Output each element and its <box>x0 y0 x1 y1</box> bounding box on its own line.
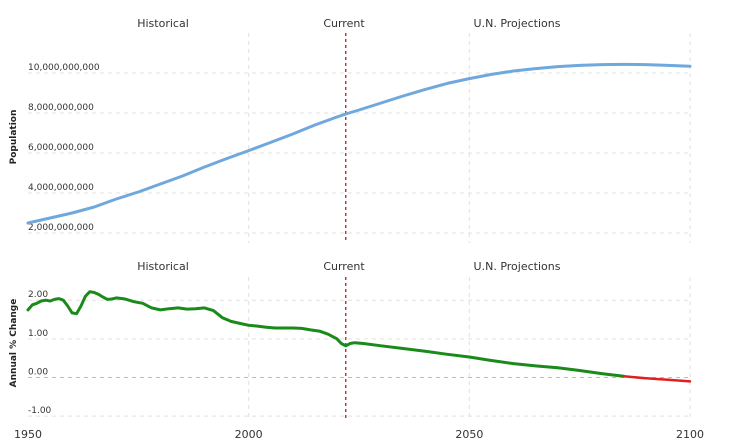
section-label-current-top: Current <box>323 17 365 30</box>
section-label-projections-bottom: U.N. Projections <box>474 260 561 273</box>
growth-axis-label: Annual % Change <box>9 299 19 388</box>
growth-ytick-label: 1.00 <box>28 329 48 339</box>
population-axis-label: Population <box>9 110 19 165</box>
population-ytick-label: 2,000,000,000 <box>28 223 94 233</box>
population-ytick-label: 8,000,000,000 <box>28 103 94 113</box>
x-tick-label: 2000 <box>235 428 263 441</box>
population-line <box>26 62 692 225</box>
x-tick-label: 2100 <box>676 428 704 441</box>
section-label-historical-bottom: Historical <box>137 260 189 273</box>
section-label-current-bottom: Current <box>323 260 365 273</box>
x-tick-label: 1950 <box>14 428 42 441</box>
growth-ytick-label: -1.00 <box>28 406 52 416</box>
section-label-projections-top: U.N. Projections <box>474 17 561 30</box>
x-tick-label: 2050 <box>455 428 483 441</box>
growth-ytick-label: 2.00 <box>28 290 48 300</box>
population-ytick-label: 10,000,000,000 <box>28 63 100 73</box>
growth-line-positive <box>26 290 626 378</box>
population-ytick-label: 6,000,000,000 <box>28 143 94 153</box>
population-ytick-label: 4,000,000,000 <box>28 183 94 193</box>
growth-line-negative <box>622 375 692 383</box>
section-label-historical-top: Historical <box>137 17 189 30</box>
growth-ytick-label: 0.00 <box>28 367 48 377</box>
